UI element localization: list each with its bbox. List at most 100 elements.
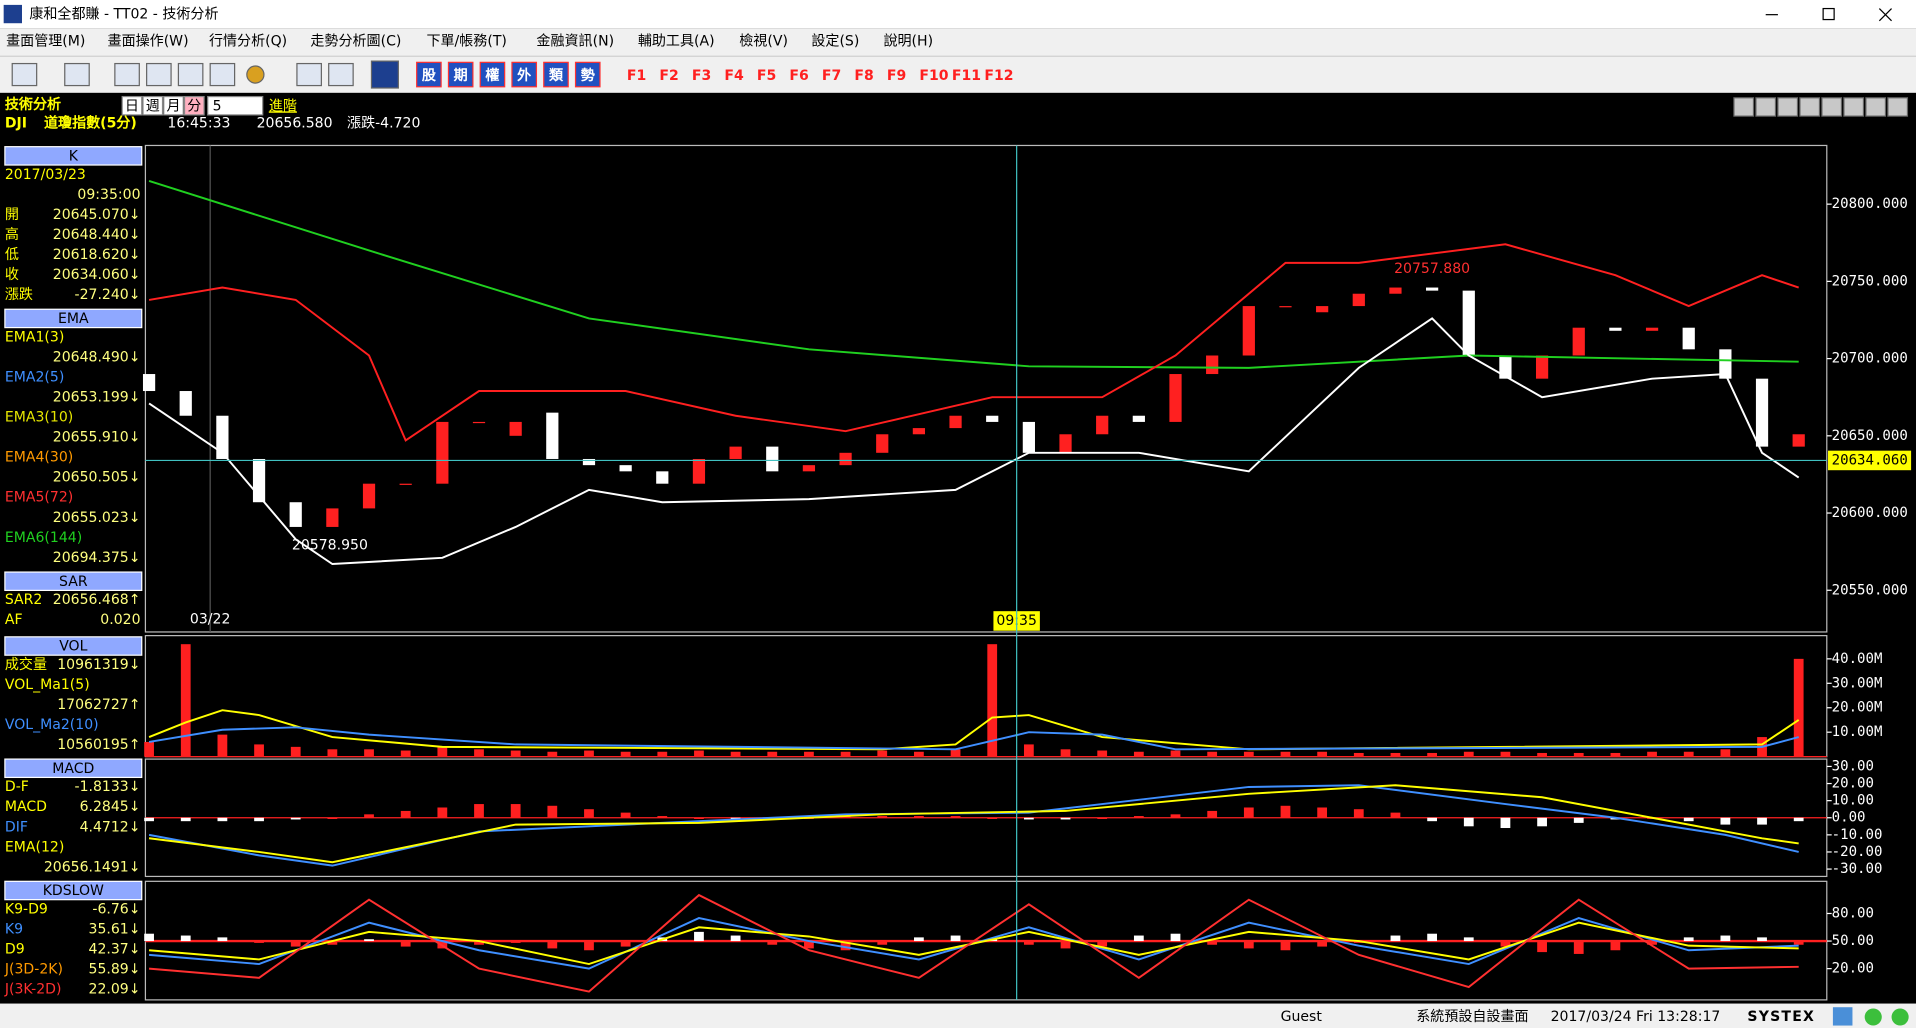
market-label[interactable]: 權 bbox=[485, 67, 499, 84]
histogram-bar bbox=[327, 941, 338, 945]
period-button[interactable] bbox=[163, 95, 184, 116]
function-key[interactable]: F12 bbox=[984, 68, 1013, 84]
period-button[interactable] bbox=[183, 95, 205, 116]
y-tick-label: 20800.000 bbox=[1832, 196, 1908, 212]
advanced-link[interactable]: 進階 bbox=[269, 98, 297, 114]
left-panel: K 2017/03/23 09:35:00 開 20645.070↓ 高 20648.440… bbox=[4, 146, 143, 998]
menu-item[interactable]: 下單/帳務(T) bbox=[426, 34, 506, 50]
histogram-bar bbox=[180, 935, 191, 942]
y-tick-label: 20.00 bbox=[1832, 776, 1874, 792]
row-value: 20694.375↓ bbox=[53, 550, 141, 566]
candle bbox=[1572, 327, 1585, 356]
histogram-bar bbox=[584, 750, 594, 757]
period-label[interactable]: 月 bbox=[166, 98, 180, 114]
function-key[interactable]: F5 bbox=[757, 68, 776, 84]
period-buttons: 日週月分 bbox=[121, 95, 205, 116]
status-brand: SYSTEX bbox=[1747, 1009, 1815, 1025]
menu-item[interactable]: 金融資訊(N) bbox=[536, 34, 614, 50]
histogram-bar bbox=[620, 941, 631, 947]
candle bbox=[1096, 415, 1109, 435]
row-label: DIF bbox=[5, 819, 28, 835]
close-button[interactable] bbox=[1878, 8, 1892, 22]
function-key[interactable]: F2 bbox=[659, 68, 678, 84]
status-user: Guest bbox=[1281, 1009, 1323, 1025]
period-label[interactable]: 週 bbox=[146, 98, 160, 114]
histogram-bar bbox=[877, 816, 888, 818]
interval-value[interactable]: 5 bbox=[213, 98, 222, 114]
candle bbox=[1499, 355, 1512, 379]
row-value: 20645.070↓ bbox=[53, 207, 141, 223]
row-value: 20650.505↓ bbox=[53, 470, 141, 486]
candle bbox=[472, 421, 486, 424]
histogram-bar bbox=[1023, 744, 1034, 757]
menu-item[interactable]: 走勢分析圖(C) bbox=[310, 34, 401, 50]
market-button[interactable] bbox=[543, 61, 569, 88]
market-label[interactable]: 期 bbox=[454, 68, 468, 84]
histogram-bar bbox=[730, 935, 741, 942]
menu-item[interactable]: 輔助工具(A) bbox=[638, 34, 715, 50]
maximize-button[interactable] bbox=[1822, 7, 1835, 21]
market-label[interactable]: 股 bbox=[422, 68, 437, 84]
function-key[interactable]: F11 bbox=[952, 68, 981, 84]
menu-item[interactable]: 說明(H) bbox=[883, 33, 933, 50]
market-button[interactable] bbox=[447, 61, 474, 88]
market-button[interactable] bbox=[479, 61, 506, 88]
function-key[interactable]: F7 bbox=[822, 68, 841, 84]
y-tick-label: 20.00M bbox=[1832, 700, 1883, 716]
row-label: 開 bbox=[5, 207, 19, 223]
function-key[interactable]: F3 bbox=[692, 68, 711, 84]
section-header bbox=[4, 758, 143, 779]
period-label[interactable]: 分 bbox=[187, 98, 201, 114]
function-key[interactable]: F1 bbox=[627, 68, 646, 84]
chart-tools bbox=[1733, 97, 1909, 117]
candle bbox=[509, 421, 522, 436]
menu-item[interactable]: 畫面管理(M) bbox=[6, 34, 85, 50]
interval-select[interactable] bbox=[207, 95, 264, 116]
period-button[interactable] bbox=[121, 95, 143, 116]
function-key[interactable]: F4 bbox=[724, 68, 744, 84]
window-title: 康和全都賺 - TT02 - 技術分析 bbox=[29, 6, 218, 23]
period-label[interactable]: 日 bbox=[125, 98, 139, 114]
row-value: 10961319↓ bbox=[57, 657, 140, 673]
histogram-bar bbox=[510, 750, 521, 757]
row-label: 高 bbox=[5, 226, 19, 243]
histogram-bar bbox=[914, 816, 924, 818]
menu-item[interactable]: 檢視(V) bbox=[739, 33, 788, 50]
candle bbox=[656, 471, 669, 484]
extreme-label: 20757.880 bbox=[1394, 261, 1470, 277]
market-button[interactable] bbox=[416, 61, 442, 88]
market-label[interactable]: 外 bbox=[517, 67, 531, 84]
y-tick-label: 30.00M bbox=[1832, 675, 1883, 691]
row-label: 低 bbox=[5, 247, 19, 263]
function-key[interactable]: F9 bbox=[887, 68, 906, 84]
row-value: 10560195↑ bbox=[57, 737, 140, 753]
histogram-bar bbox=[1720, 749, 1731, 757]
period-button[interactable] bbox=[142, 95, 164, 116]
market-button[interactable] bbox=[574, 61, 601, 88]
function-key[interactable]: F6 bbox=[789, 68, 809, 84]
y-tick-label: 50.00 bbox=[1832, 933, 1874, 949]
histogram-bar bbox=[1683, 817, 1694, 822]
histogram-bar bbox=[254, 744, 264, 757]
histogram-bar bbox=[1170, 814, 1181, 818]
quote-change: 漲跌-4.720 bbox=[347, 115, 420, 131]
histogram-bar bbox=[804, 941, 814, 949]
histogram-bar bbox=[1353, 809, 1364, 818]
histogram-bar bbox=[290, 941, 301, 947]
histogram-bar bbox=[1280, 941, 1291, 951]
histogram-bar bbox=[730, 751, 741, 757]
market-label[interactable]: 類 bbox=[548, 68, 564, 84]
row-label: D-F bbox=[5, 779, 29, 795]
histogram-bar bbox=[1317, 751, 1328, 757]
function-key[interactable]: F8 bbox=[854, 68, 873, 84]
menu-item[interactable]: 行情分析(Q) bbox=[209, 34, 287, 50]
candle bbox=[949, 415, 962, 429]
market-button[interactable] bbox=[511, 61, 538, 88]
menu-item[interactable]: 畫面操作(W) bbox=[108, 34, 189, 50]
menu-item[interactable]: 設定(S) bbox=[811, 34, 859, 50]
market-label[interactable]: 勢 bbox=[581, 67, 595, 84]
function-key[interactable]: F10 bbox=[919, 68, 948, 84]
histogram-bar bbox=[1793, 658, 1804, 757]
row-value: 6.2845↓ bbox=[80, 799, 141, 815]
